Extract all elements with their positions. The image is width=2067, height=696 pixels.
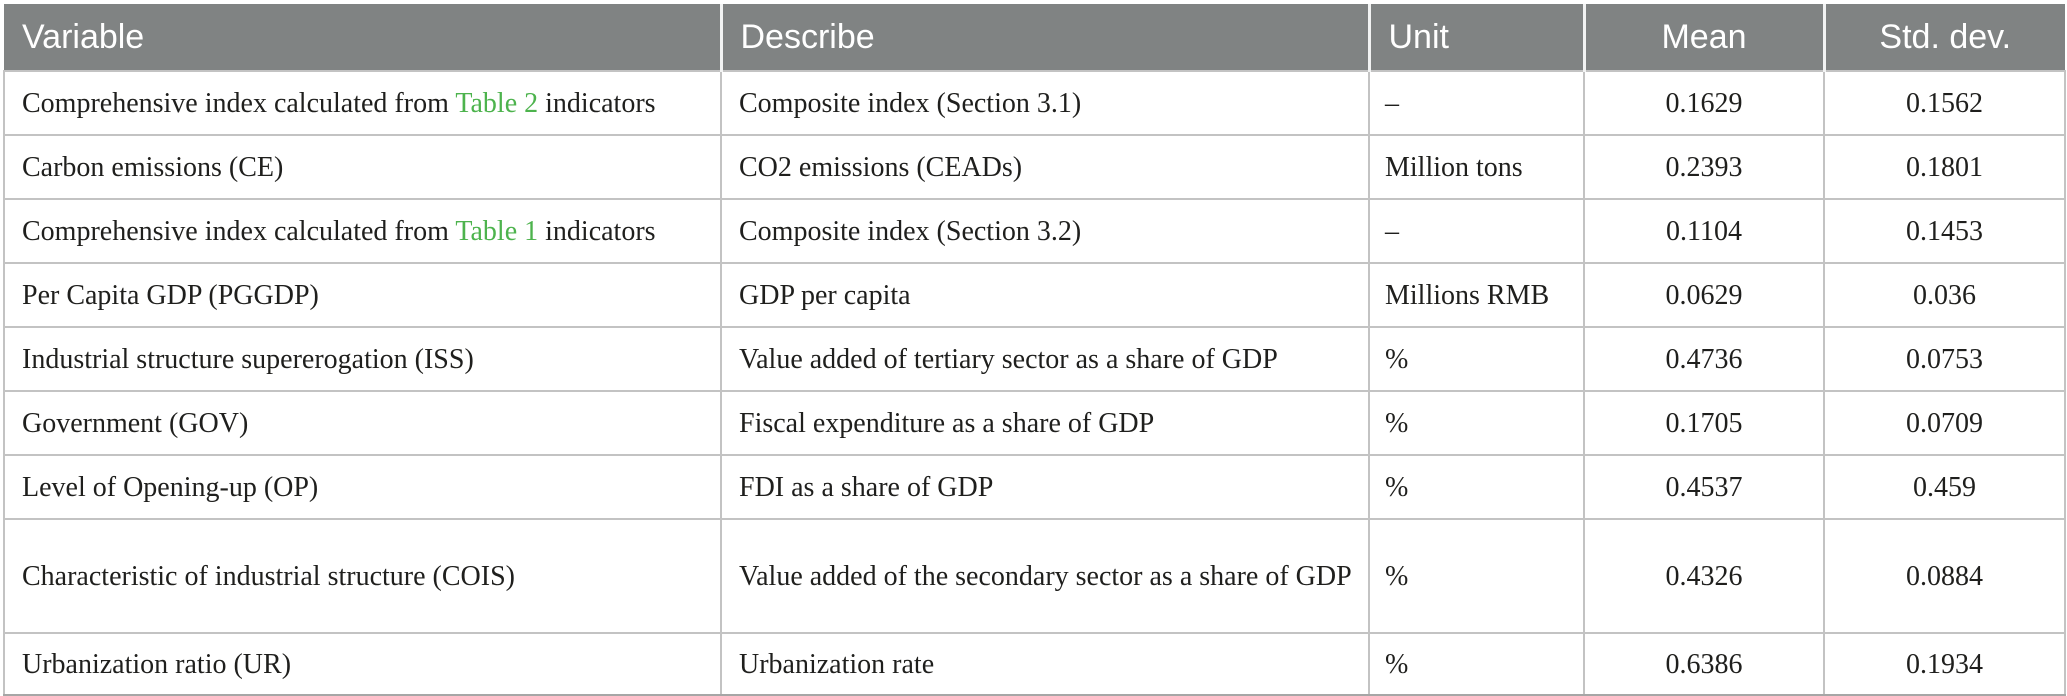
mean-cell: 0.4736 [1583,326,1825,392]
unit-cell: Millions RMB [1368,262,1585,328]
describe-cell: Value added of the secondary sector as a… [720,518,1370,634]
column-header-unit: Unit [1367,4,1584,71]
unit-cell: % [1368,518,1585,634]
variable-text: indicators [538,215,656,247]
variable-cell: Urbanization ratio (UR) [3,632,722,696]
describe-cell: Composite index (Section 3.2) [720,198,1370,264]
table-row: Industrial structure supererogation (ISS… [3,326,2066,392]
table-body: Comprehensive index calculated from Tabl… [3,70,2066,696]
describe-cell: Value added of tertiary sector as a shar… [720,326,1370,392]
table-row: Carbon emissions (CE) CO2 emissions (CEA… [3,134,2066,200]
table-row: Per Capita GDP (PGGDP) GDP per capita Mi… [3,262,2066,328]
std-dev-cell: 0.1562 [1823,70,2066,136]
describe-cell: GDP per capita [720,262,1370,328]
mean-cell: 0.1705 [1583,390,1825,456]
describe-cell: Composite index (Section 3.1) [720,70,1370,136]
unit-cell: % [1368,326,1585,392]
descriptive-statistics-table: Variable Describe Unit Mean Std. dev. Co… [3,4,2066,696]
table-header: Variable Describe Unit Mean Std. dev. [4,4,2065,71]
variable-cell: Carbon emissions (CE) [3,134,722,200]
std-dev-cell: 0.0709 [1823,390,2066,456]
unit-cell: – [1368,198,1585,264]
variable-cell: Industrial structure supererogation (ISS… [3,326,722,392]
unit-cell: % [1368,632,1585,696]
column-header-std-dev: Std. dev. [1822,4,2065,71]
describe-cell: CO2 emissions (CEADs) [720,134,1370,200]
mean-cell: 0.2393 [1583,134,1825,200]
mean-cell: 0.0629 [1583,262,1825,328]
table-row: Comprehensive index calculated from Tabl… [3,70,2066,136]
std-dev-cell: 0.1453 [1823,198,2066,264]
variable-text: Comprehensive index calculated from [22,215,456,247]
table-row: Comprehensive index calculated from Tabl… [3,198,2066,264]
table-2-link[interactable]: Table 2 [455,87,539,119]
table-row: Urbanization ratio (UR) Urbanization rat… [3,632,2066,696]
mean-cell: 0.4537 [1583,454,1825,520]
unit-cell: % [1368,390,1585,456]
describe-cell: Fiscal expenditure as a share of GDP [720,390,1370,456]
variable-cell: Comprehensive index calculated from Tabl… [3,70,722,136]
variable-text: indicators [538,87,656,119]
table-row: Characteristic of industrial structure (… [3,518,2066,634]
header-row: Variable Describe Unit Mean Std. dev. [4,4,2065,71]
descriptive-statistics-table-container: Variable Describe Unit Mean Std. dev. Co… [3,4,2066,696]
variable-cell: Characteristic of industrial structure (… [3,518,722,634]
mean-cell: 0.4326 [1583,518,1825,634]
std-dev-cell: 0.459 [1823,454,2066,520]
mean-cell: 0.1104 [1583,198,1825,264]
std-dev-cell: 0.1934 [1823,632,2066,696]
unit-cell: Million tons [1368,134,1585,200]
column-header-mean: Mean [1582,4,1824,71]
table-row: Government (GOV) Fiscal expenditure as a… [3,390,2066,456]
variable-cell: Level of Opening-up (OP) [3,454,722,520]
column-header-describe: Describe [719,4,1369,71]
variable-cell: Per Capita GDP (PGGDP) [3,262,722,328]
describe-cell: Urbanization rate [720,632,1370,696]
describe-cell: FDI as a share of GDP [720,454,1370,520]
table-row: Level of Opening-up (OP) FDI as a share … [3,454,2066,520]
mean-cell: 0.6386 [1583,632,1825,696]
std-dev-cell: 0.0884 [1823,518,2066,634]
std-dev-cell: 0.0753 [1823,326,2066,392]
std-dev-cell: 0.036 [1823,262,2066,328]
mean-cell: 0.1629 [1583,70,1825,136]
unit-cell: – [1368,70,1585,136]
unit-cell: % [1368,454,1585,520]
table-1-link[interactable]: Table 1 [455,215,539,247]
variable-cell: Government (GOV) [3,390,722,456]
std-dev-cell: 0.1801 [1823,134,2066,200]
variable-cell: Comprehensive index calculated from Tabl… [3,198,722,264]
variable-text: Comprehensive index calculated from [22,87,456,119]
column-header-variable: Variable [4,4,721,71]
